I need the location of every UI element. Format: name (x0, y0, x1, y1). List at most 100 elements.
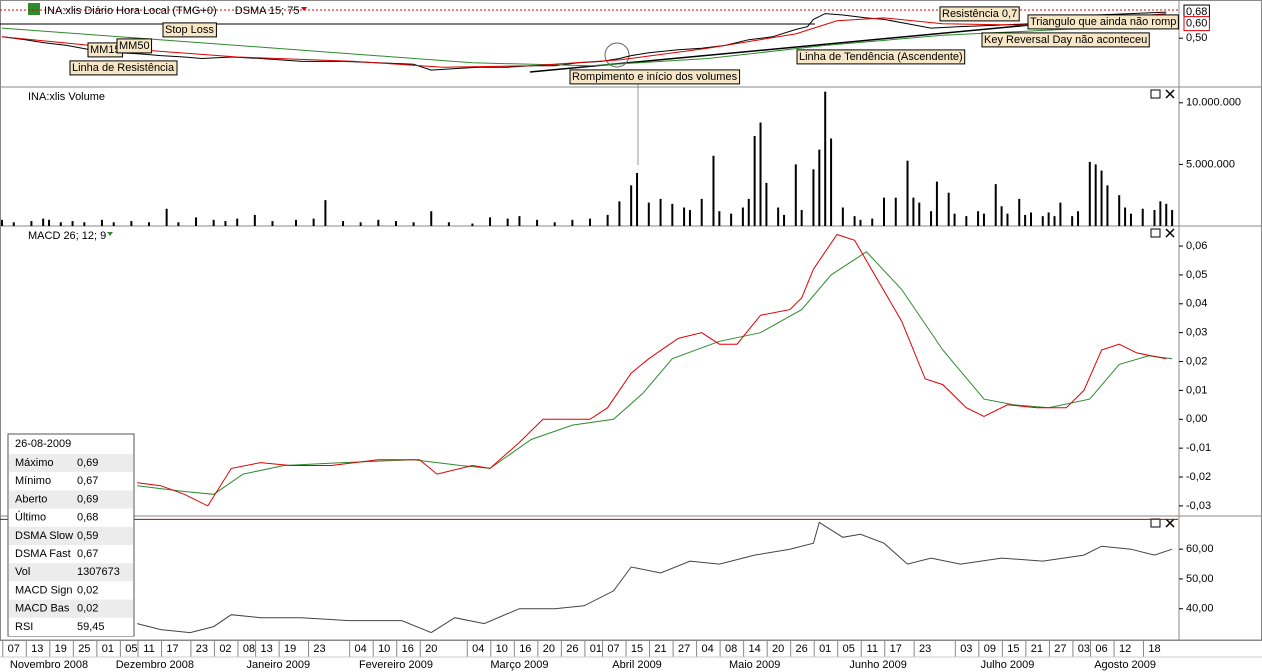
x-tick-label: 11 (867, 643, 878, 655)
volume-bar (100, 219, 103, 226)
x-tick-label: 09 (984, 643, 996, 655)
volume-bar (1006, 213, 1009, 226)
x-tick-label: 10 (496, 643, 508, 655)
info-label: Vol (15, 566, 30, 578)
x-tick-label: 19 (284, 643, 296, 655)
y-tick-label: 0,04 (1186, 298, 1207, 310)
volume-bar (994, 184, 997, 226)
volume-bar (377, 219, 380, 226)
volume-bar (982, 213, 985, 226)
annotation: Stop Loss (165, 24, 214, 36)
info-value: 0,67 (77, 475, 98, 487)
volume-bar (12, 222, 15, 226)
volume-bar (841, 207, 844, 226)
info-value: 0,67 (77, 548, 98, 560)
info-label: Aberto (15, 493, 47, 505)
info-label: DSMA Slow (15, 530, 73, 542)
x-tick-label: 26 (566, 643, 578, 655)
annotation: Key Reversal Day não aconteceu (984, 34, 1147, 46)
volume-bar (447, 222, 450, 226)
x-tick-label: 07 (607, 643, 619, 655)
volume-bar (312, 218, 315, 226)
volume-bar (894, 197, 897, 226)
x-tick-label: 15 (631, 643, 643, 655)
volume-bar (818, 149, 821, 226)
volume-bar (930, 211, 933, 226)
annotation: MM50 (119, 40, 150, 52)
x-tick-label: 02 (219, 643, 231, 655)
volume-bar (1047, 212, 1050, 226)
x-tick-label: 20 (772, 643, 784, 655)
y-tick-label: 0,05 (1186, 269, 1207, 281)
volume-bar (759, 122, 762, 226)
volume-bar (394, 221, 397, 226)
volume-bar (1118, 195, 1121, 226)
y-tick-label: 0,01 (1186, 384, 1207, 396)
volume-bar (830, 138, 833, 226)
volume-bar (800, 209, 803, 226)
volume-bar (947, 192, 950, 226)
volume-bar (571, 219, 574, 226)
volume-bar (688, 209, 691, 226)
month-label: Agosto 2009 (1094, 659, 1156, 671)
info-row-bg (9, 454, 133, 473)
volume-bar (1165, 203, 1168, 226)
x-tick-label: 13 (31, 643, 43, 655)
label-box (981, 32, 1150, 48)
month-label: Junho 2009 (849, 659, 907, 671)
x-tick-label: 08 (243, 643, 255, 655)
info-label: Último (15, 511, 46, 524)
volume-bar (112, 222, 115, 226)
volume-bar (42, 218, 45, 226)
info-label: MACD Bas (15, 603, 70, 615)
month-label: Janeiro 2009 (247, 659, 311, 671)
volume-bar (1171, 209, 1174, 226)
month-label: Maio 2009 (729, 659, 780, 671)
label-box (162, 22, 217, 38)
annotation: Resistência 0,7 (942, 8, 1017, 20)
volume-bar (430, 211, 433, 226)
x-tick-label: 07 (8, 643, 20, 655)
volume-bar (683, 207, 686, 226)
volume-bar (471, 223, 474, 226)
volume-bar (1024, 214, 1027, 226)
volume-bar (741, 207, 744, 226)
volume-bar (606, 214, 609, 226)
volume-bar (271, 221, 274, 226)
info-label: Mínimo (15, 475, 51, 487)
volume-bar (236, 218, 239, 226)
volume-bar (589, 218, 591, 226)
volume-bar (71, 221, 74, 226)
info-box: 26-08-2009 Máximo 0,69 Mínimo 0,67 Aberto 0,69… (7, 433, 135, 637)
x-tick-label: 03 (960, 643, 972, 655)
info-value: 0,59 (77, 530, 98, 542)
info-row-bg (9, 490, 133, 509)
volume-bar (1053, 216, 1056, 226)
x-tick-label: 06 (1095, 643, 1107, 655)
close-icon (1165, 228, 1175, 238)
breakout-circle (604, 42, 630, 68)
panel-title: INA:xlis Volume (28, 91, 105, 103)
volume-bar (1141, 208, 1144, 226)
y-tick-label: -0,01 (1186, 442, 1211, 454)
volume-bar (48, 219, 51, 226)
volume-bar (765, 182, 768, 226)
volume-bar (342, 221, 345, 226)
volume-bar (1000, 206, 1003, 226)
y-tick-label: 10.000.000 (1186, 97, 1241, 109)
info-date: 26-08-2009 (15, 438, 71, 450)
label-box (1027, 14, 1179, 30)
annotation: Linha de Tendência (Ascendente) (799, 51, 963, 63)
volume-bar (906, 160, 909, 226)
info-value: 0,02 (77, 603, 98, 615)
eq-icon (28, 3, 40, 15)
volume-bar (536, 219, 539, 226)
y-tick-label: 40,00 (1186, 603, 1214, 615)
y-tick-label: 0,03 (1186, 327, 1207, 339)
volume-bar (489, 217, 492, 226)
info-value: 1307673 (77, 566, 120, 578)
month-label: Julho 2009 (981, 659, 1035, 671)
volume-bar (518, 216, 521, 226)
info-row-bg (9, 526, 133, 545)
info-row-bg (9, 617, 133, 636)
